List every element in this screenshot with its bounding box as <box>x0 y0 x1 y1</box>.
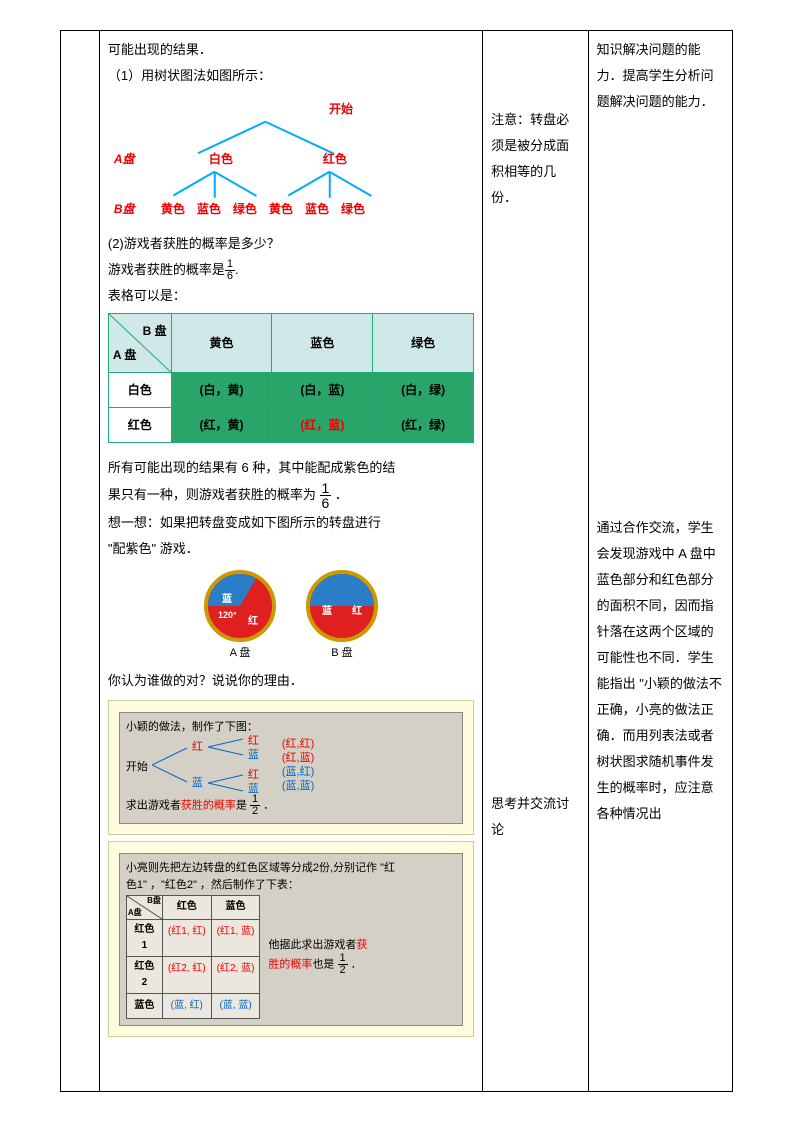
col-head: 黄色 <box>171 314 272 373</box>
layout-table: 可能出现的结果． （1）用树状图法如图所示： 开始 A盘 白色 红色 B盘 黄色 <box>60 30 733 1092</box>
step2-text: (2)游戏者获胜的概率是多少？ <box>108 231 474 257</box>
tree-l2-node: 黄色 <box>269 197 293 221</box>
step1-text: （1）用树状图法如图所示： <box>108 63 474 89</box>
tree-l2-node: 绿色 <box>233 197 257 221</box>
answer2: 游戏者获胜的概率是16. <box>108 257 474 283</box>
tree-root: 开始 <box>329 102 353 116</box>
row-head: 红色 <box>108 408 171 443</box>
table-intro: 表格可以是： <box>108 283 474 309</box>
xl-title1: 小亮则先把左边转盘的红色区域等分成2份,分别记作 "红 <box>126 860 456 878</box>
col-4-commentary: 知识解决问题的能力．提高学生分析问题解决问题的能力． 通过合作交流，学生会发现游… <box>588 31 732 1092</box>
note2: 思考并交流讨论 <box>491 791 580 843</box>
a-disk-label: A盘 <box>114 147 159 171</box>
spinner-b-label: B 盘 <box>331 647 352 659</box>
tree-l2-node: 蓝色 <box>305 197 329 221</box>
table-cell: (红，黄) <box>171 408 272 443</box>
xl-table: B盘 A盘 红色 蓝色 红色1(红1, 红)(红1, 蓝) 红色2(红2, 红)… <box>126 895 261 1019</box>
diagonal-line-icon <box>109 314 171 372</box>
tree-l2-node: 黄色 <box>161 197 185 221</box>
table-cell: (白，黄) <box>171 373 272 408</box>
page: 可能出现的结果． （1）用树状图法如图所示： 开始 A盘 白色 红色 B盘 黄色 <box>0 0 793 1122</box>
col-2-content: 可能出现的结果． （1）用树状图法如图所示： 开始 A盘 白色 红色 B盘 黄色 <box>99 31 482 1092</box>
outcomes-table: B 盘 A 盘 黄色 蓝色 绿色 白色 (白，黄) (白，蓝) (白，绿) 红色… <box>108 313 474 443</box>
para3b: 果只有一种，则游戏者获胜的概率为 16 ． <box>108 481 474 510</box>
xl-title2: 色1" ，"红色2" ，然后制作了下表： <box>126 877 456 895</box>
intro-text: 可能出现的结果． <box>108 37 474 63</box>
question: 你认为谁做的对？说说你的理由． <box>108 668 474 694</box>
col-1 <box>61 31 100 1092</box>
spinner-b: 蓝 红 B 盘 <box>306 570 378 664</box>
table-cell-highlight: (红，蓝) <box>272 408 373 443</box>
col-head: 绿色 <box>373 314 474 373</box>
b-disk-label: B盘 <box>114 197 159 221</box>
think2: "配紫色" 游戏． <box>108 536 474 562</box>
table-cell: (红，绿) <box>373 408 474 443</box>
xy-conclusion: 求出游戏者获胜的概率是 12 ． <box>126 794 456 817</box>
diag-header: B 盘 A 盘 <box>108 314 171 373</box>
xy-title: 小颖的做法，制作了下图： <box>126 721 258 733</box>
tree-diagram: 开始 A盘 白色 红色 B盘 黄色 蓝色 绿色 黄色 <box>108 97 474 221</box>
xl-side: 他据此求出游戏者获胜的概率也是 12 ． <box>268 938 367 976</box>
para3a: 所有可能出现的结果有 6 种，其中能配成紫色的结 <box>108 455 474 481</box>
think1: 想一想：如果把转盘变成如下图所示的转盘进行 <box>108 510 474 536</box>
comment2: 通过合作交流，学生会发现游戏中 A 盘中蓝色部分和红色部分的面积不同，因而指针落… <box>597 515 724 827</box>
comment1: 知识解决问题的能力．提高学生分析问题解决问题的能力． <box>597 37 724 115</box>
row-head: 白色 <box>108 373 171 408</box>
spinners: 蓝 120° 红 A 盘 蓝 红 B 盘 <box>108 570 474 664</box>
col-head: 蓝色 <box>272 314 373 373</box>
tree-l2-node: 绿色 <box>341 197 365 221</box>
col-3-notes: 注意：转盘必须是被分成面积相等的几份． 思考并交流讨论 <box>483 31 589 1092</box>
tree-l1-node: 白色 <box>209 147 233 171</box>
spinner-a: 蓝 120° 红 A 盘 <box>204 570 276 664</box>
table-cell: (白，绿) <box>373 373 474 408</box>
xiaoying-method: 小颖的做法，制作了下图： 开始 红 蓝 红 蓝 红 蓝 (红,红) (红,蓝) … <box>108 700 474 835</box>
tree-l2-node: 蓝色 <box>197 197 221 221</box>
table-cell: (白，蓝) <box>272 373 373 408</box>
xiaoliang-method: 小亮则先把左边转盘的红色区域等分成2份,分别记作 "红 色1" ，"红色2" ，… <box>108 841 474 1037</box>
note1: 注意：转盘必须是被分成面积相等的几份． <box>491 107 580 211</box>
spinner-a-label: A 盘 <box>230 647 251 659</box>
